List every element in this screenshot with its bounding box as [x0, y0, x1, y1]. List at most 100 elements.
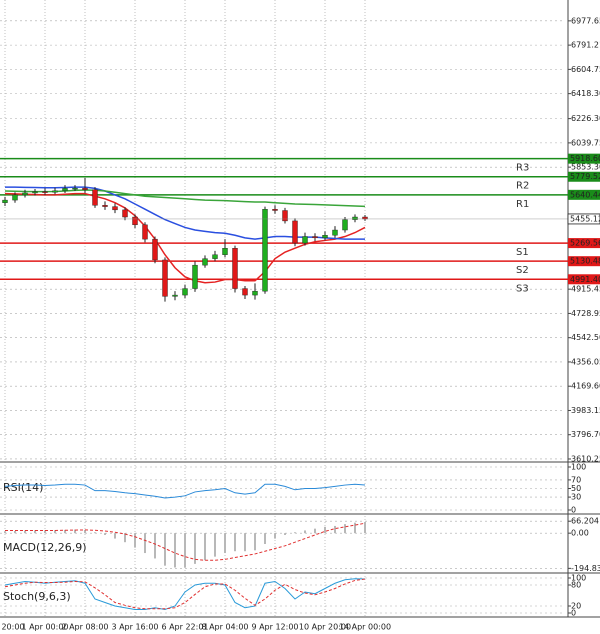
candle-body	[322, 235, 328, 239]
histogram-bar	[34, 530, 36, 534]
candle-body	[92, 189, 98, 206]
x-tick-label: 20:00	[1, 623, 24, 632]
y-tick-label: 6226.30	[571, 114, 600, 123]
y-tick-label: 4542.50	[571, 333, 600, 342]
candle-body	[192, 264, 198, 289]
candle-body	[342, 219, 348, 231]
panel-title: Stoch(9,6,3)	[3, 590, 71, 603]
y-tick-label: 100	[571, 463, 586, 472]
pivot-label: 5779.52	[570, 172, 600, 181]
candle-body	[182, 288, 188, 296]
candle-body	[12, 194, 18, 201]
histogram-bar	[214, 533, 216, 557]
histogram-bar	[124, 533, 126, 543]
y-tick-label: 70	[571, 475, 581, 484]
histogram-bar	[294, 532, 296, 534]
y-tick-label: 66.204	[571, 517, 599, 526]
histogram-bar	[84, 529, 86, 534]
pivot-label-box	[568, 153, 600, 164]
candle-body	[2, 199, 8, 203]
y-tick-label: 5853.30	[571, 163, 600, 172]
y-tick-label: 30	[571, 493, 581, 502]
candle-body	[262, 209, 268, 292]
x-tick-label: 2 Apr 08:00	[61, 623, 108, 632]
pivot-label: 5640.44	[570, 190, 600, 199]
histogram-bar	[364, 521, 366, 534]
candle-body	[162, 259, 168, 297]
x-tick-label: 8 Apr 04:00	[201, 623, 248, 632]
y-tick-label: 4915.45	[571, 285, 600, 294]
candle-body	[142, 224, 148, 240]
histogram-bar	[144, 533, 146, 554]
candle-body	[152, 238, 158, 261]
histogram-bar	[244, 533, 246, 552]
candle-body	[352, 216, 358, 220]
histogram-bar	[274, 533, 276, 539]
candle-body	[62, 188, 68, 191]
histogram-bar	[334, 525, 336, 534]
candle-body	[202, 258, 208, 266]
pivot-label-box	[568, 171, 600, 182]
candle-body	[122, 209, 128, 218]
pivot-label: 5269.56	[570, 239, 600, 248]
y-tick-label: 3796.70	[571, 430, 600, 439]
candle-body	[132, 216, 138, 226]
histogram-bar	[94, 532, 96, 534]
panel-title: RSI(14)	[3, 481, 43, 494]
y-tick-label: 6418.30	[571, 89, 600, 98]
histogram-bar	[344, 524, 346, 534]
y-tick-label: 100	[571, 574, 586, 583]
candle-body	[242, 288, 248, 296]
candle-body	[252, 290, 258, 296]
y-tick-label: -194.833	[571, 564, 600, 573]
histogram-bar	[14, 530, 16, 534]
y-tick-label: 20	[571, 602, 581, 611]
candle-body	[42, 191, 48, 193]
pivot-name: R3	[516, 163, 529, 174]
candle-body	[332, 229, 338, 236]
histogram-bar	[74, 529, 76, 534]
pivot-name: R1	[516, 199, 529, 210]
candle-body	[282, 210, 288, 222]
candle-body	[82, 187, 88, 190]
x-tick-label: 9 Apr 12:00	[251, 623, 298, 632]
pivot-name: S3	[516, 283, 529, 294]
histogram-bar	[314, 528, 316, 534]
histogram-bar	[264, 533, 266, 544]
histogram-bar	[224, 533, 226, 554]
pivot-label-box	[568, 238, 600, 249]
candle-body	[362, 216, 368, 220]
histogram-bar	[204, 533, 206, 561]
y-tick-label: 6791.21	[571, 41, 600, 50]
pivot-label: 4991.40	[570, 275, 600, 284]
candle-body	[302, 236, 308, 244]
histogram-bar	[114, 533, 116, 539]
y-tick-label: 4169.60	[571, 382, 600, 391]
histogram-bar	[64, 529, 66, 534]
pivot-name: S1	[516, 247, 529, 258]
candle-body	[292, 220, 298, 244]
y-tick-label: 3983.15	[571, 406, 600, 415]
y-tick-label: 0	[571, 506, 576, 515]
histogram-bar	[194, 533, 196, 564]
x-tick-label: 1 Apr 00:00	[21, 623, 68, 632]
histogram-bar	[174, 533, 176, 568]
histogram-bar	[324, 526, 326, 534]
series-line	[4, 578, 366, 611]
series-line	[4, 578, 366, 610]
histogram-bar	[134, 533, 136, 548]
candle-body	[112, 206, 118, 211]
y-tick-label: 0	[571, 609, 576, 618]
histogram-bar	[44, 530, 46, 534]
y-tick-label: 4728.95	[571, 309, 600, 318]
y-tick-label: 0.00	[571, 529, 589, 538]
candle-body	[232, 248, 238, 289]
histogram-bar	[254, 533, 256, 551]
histogram-bar	[4, 531, 6, 534]
pivot-name: R2	[516, 181, 529, 192]
panel-title: MACD(12,26,9)	[3, 541, 87, 554]
series-line	[4, 483, 366, 499]
y-tick-label: 6039.75	[571, 138, 600, 147]
last-price-label: 5455.12	[570, 214, 600, 223]
